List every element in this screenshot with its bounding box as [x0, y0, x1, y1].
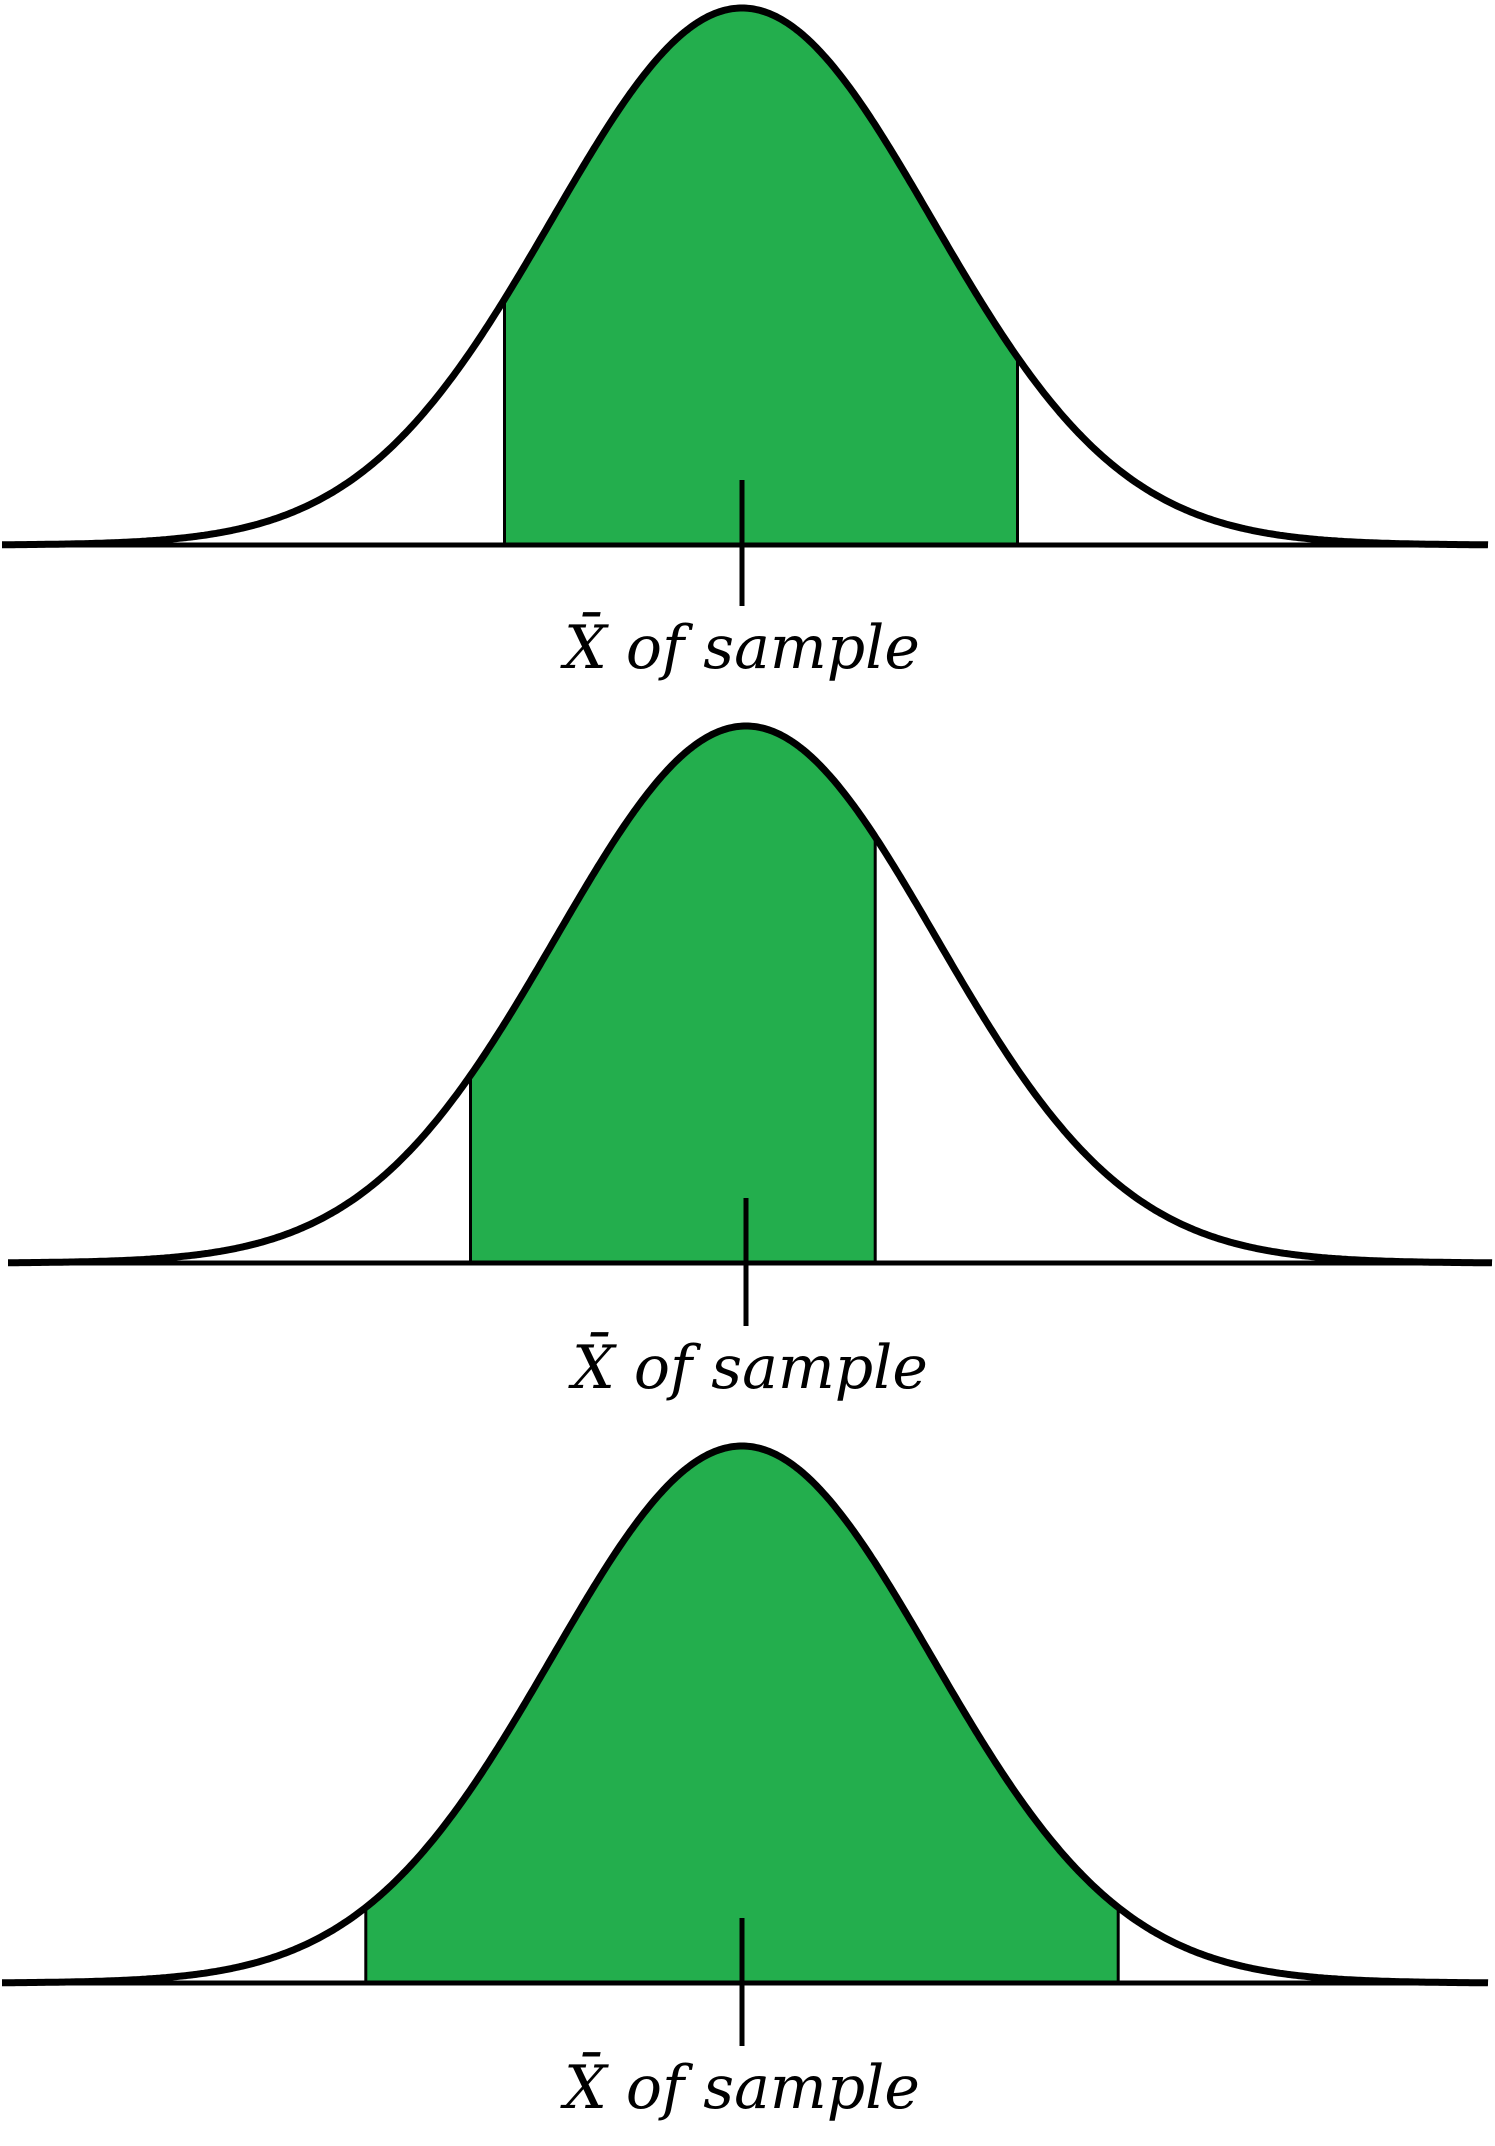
- panel-3-label-symbol: X̄: [560, 2052, 609, 2123]
- panel-3-shaded-area: [365, 1446, 1119, 1983]
- panel-1: X̄ of sample: [0, 4, 1490, 683]
- panel-2-bell-curve: [6, 722, 1494, 1267]
- panel-3: X̄ of sample: [0, 1442, 1490, 2123]
- panel-3-label-text: of sample: [607, 2053, 920, 2123]
- panel-2-shaded-area: [470, 726, 876, 1263]
- panel-2: X̄ of sample: [6, 722, 1494, 1403]
- panel-1-label-symbol: X̄: [560, 612, 609, 683]
- panel-2-label: X̄ of sample: [568, 1332, 928, 1403]
- panel-1-label: X̄ of sample: [560, 612, 920, 683]
- panel-2-label-symbol: X̄: [568, 1332, 617, 1403]
- panel-1-bell-curve: [0, 4, 1490, 549]
- panel-2-label-text: of sample: [615, 1333, 928, 1403]
- panel-3-bell-curve: [0, 1442, 1490, 1987]
- panel-1-label-text: of sample: [607, 613, 920, 683]
- panel-1-shaded-area: [504, 8, 1018, 545]
- panel-3-label: X̄ of sample: [560, 2052, 920, 2123]
